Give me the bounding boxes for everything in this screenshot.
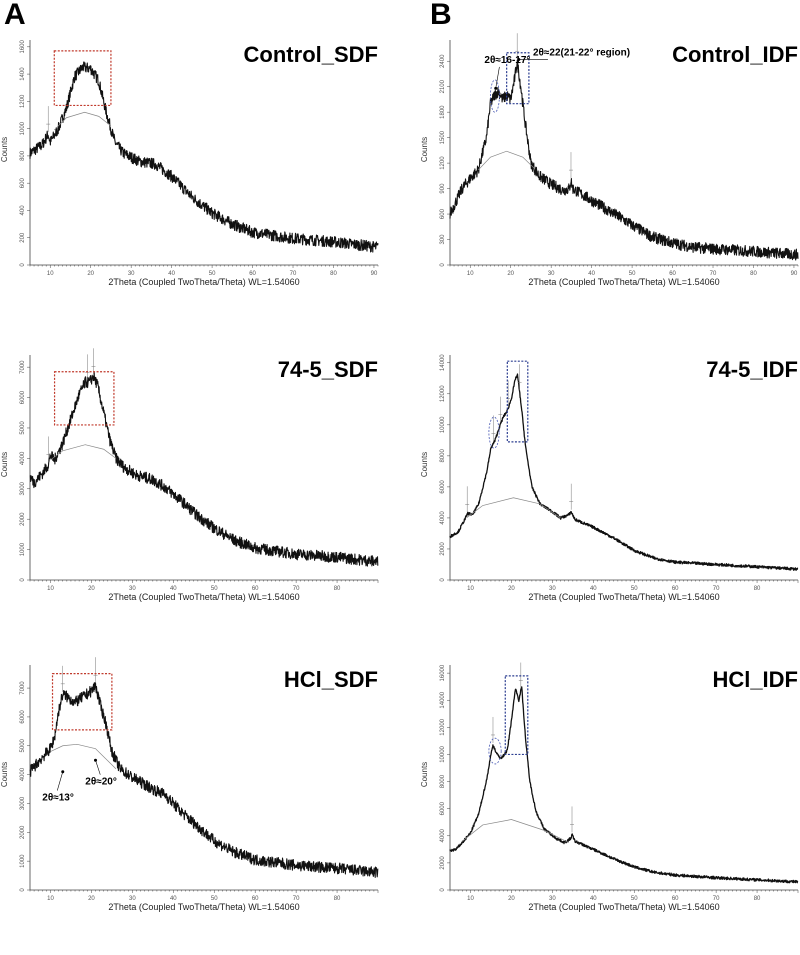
annotation-arrow [57,772,62,791]
y-tick-label: 7000 [20,681,26,695]
y-tick-label: 10000 [440,745,446,762]
annotation-label: 2θ≈22(21-22° region) [533,47,630,58]
y-tick-label: 12000 [440,385,446,402]
diffraction-curve [30,683,378,878]
y-tick-label: 0 [20,888,26,892]
y-tick-label: 16000 [440,664,446,681]
y-tick-label: 4000 [440,828,446,842]
y-tick-label: 300 [440,234,446,245]
y-tick-label: 6000 [440,801,446,815]
x-axis-label: 2Theta (Coupled TwoTheta/Theta) WL=1.540… [450,592,798,602]
y-axis-label: Counts [0,452,9,477]
y-tick-label: 2100 [440,79,446,93]
x-axis-label: 2Theta (Coupled TwoTheta/Theta) WL=1.540… [30,902,378,912]
y-tick-label: 10000 [440,416,446,433]
amorphous-background-curve [462,820,568,843]
y-axis-label: Counts [420,762,429,787]
y-tick-label: 4000 [440,511,446,525]
y-axis-label: Counts [0,137,9,162]
diffraction-curve [450,687,798,883]
y-tick-label: 2400 [440,54,446,68]
y-tick-label: 7000 [20,360,26,374]
y-tick-label: 2000 [20,825,26,839]
y-axis-label: Counts [420,137,429,162]
y-tick-label: 0 [440,578,446,582]
annotation-label: 2θ≈13° [42,793,74,804]
x-axis-label: 2Theta (Coupled TwoTheta/Theta) WL=1.540… [30,277,378,287]
y-tick-label: 1800 [440,105,446,119]
y-tick-label: 800 [20,150,26,161]
y-tick-label: 6000 [20,390,26,404]
y-tick-label: 1000 [20,854,26,868]
x-axis-label: 2Theta (Coupled TwoTheta/Theta) WL=1.540… [30,592,378,602]
annotation-arrowhead [494,87,497,90]
y-tick-label: 1200 [440,156,446,170]
amorphous-background-curve [54,112,111,130]
y-tick-label: 400 [20,205,26,216]
diffraction-curve [450,60,798,260]
y-tick-label: 5000 [20,738,26,752]
y-tick-label: 600 [440,208,446,219]
y-tick-label: 0 [20,263,26,267]
chart-title: 74-5_IDF [706,357,798,383]
annotation-arrow [96,760,101,775]
chart-title: 74-5_SDF [278,357,378,383]
y-tick-label: 2000 [20,512,26,526]
amorphous-background-curve [478,151,535,170]
y-tick-label: 0 [20,578,26,582]
y-tick-label: 3000 [20,481,26,495]
y-tick-label: 1500 [440,130,446,144]
amorphous-background-curve [50,744,116,769]
chart-title: Control_IDF [672,42,798,68]
y-tick-label: 2000 [440,542,446,556]
annotation-arrowhead [517,58,520,61]
chart-title: HCl_SDF [284,667,378,693]
y-axis-label: Counts [420,452,429,477]
y-tick-label: 2000 [440,856,446,870]
y-tick-label: 200 [20,232,26,243]
y-tick-label: 1600 [20,39,26,53]
y-tick-label: 0 [440,888,446,892]
y-tick-label: 14000 [440,354,446,371]
y-tick-label: 4000 [20,767,26,781]
annotation-label: 2θ≈20° [85,777,117,788]
y-axis-label: Counts [0,762,9,787]
y-tick-label: 1000 [20,121,26,135]
y-tick-label: 6000 [440,480,446,494]
y-tick-label: 6000 [20,710,26,724]
y-tick-label: 4000 [20,451,26,465]
chart-title: HCl_IDF [712,667,798,693]
y-tick-label: 8000 [440,774,446,788]
diffraction-curve [450,374,798,570]
annotation-arrowhead [61,770,64,773]
y-tick-label: 12000 [440,718,446,735]
annotation-arrowhead [94,759,97,762]
y-tick-label: 8000 [440,449,446,463]
y-tick-label: 0 [440,263,446,267]
y-tick-label: 3000 [20,796,26,810]
x-axis-label: 2Theta (Coupled TwoTheta/Theta) WL=1.540… [450,277,798,287]
y-tick-label: 600 [20,178,26,189]
y-tick-label: 1200 [20,94,26,108]
annotation-label: 2θ≈16-17° [484,55,530,66]
diffraction-curve [30,373,378,566]
chart-title: Control_SDF [244,42,378,68]
annotation-arrow [496,67,500,88]
y-tick-label: 14000 [440,691,446,708]
x-axis-label: 2Theta (Coupled TwoTheta/Theta) WL=1.540… [450,902,798,912]
y-tick-label: 1000 [20,542,26,556]
diffraction-curve [30,62,378,252]
y-tick-label: 900 [440,183,446,194]
y-tick-label: 1400 [20,67,26,81]
y-tick-label: 5000 [20,421,26,435]
